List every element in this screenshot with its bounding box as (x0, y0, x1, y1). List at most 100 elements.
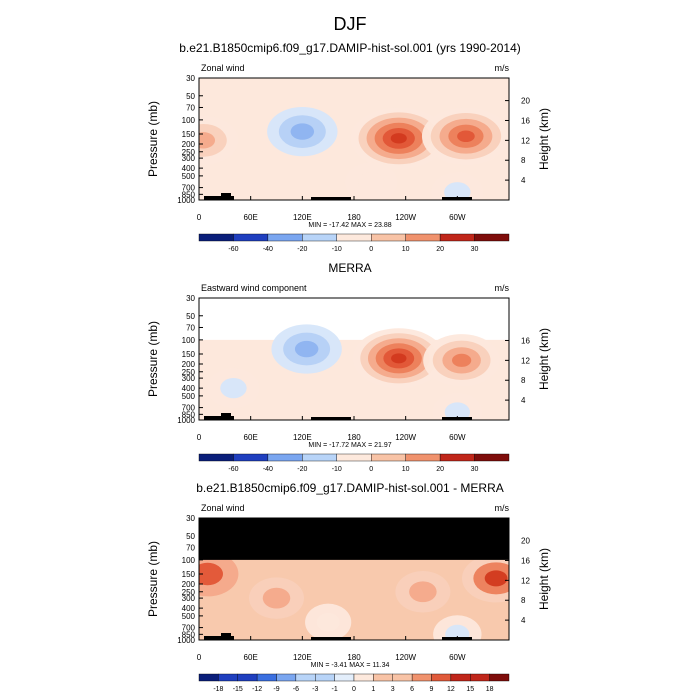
topography (204, 636, 234, 640)
colorbar-label: 12 (447, 686, 455, 693)
panel-title: b.e21.B1850cmip6.f09_g17.DAMIP-hist-sol.… (196, 481, 503, 495)
chart-panel-1: b.e21.B1850cmip6.f09_g17.DAMIP-hist-sol.… (146, 41, 551, 253)
colorbar-segment (371, 453, 406, 462)
y-axis-label: Pressure (mb) (146, 101, 160, 177)
colorbar-label: -40 (263, 466, 273, 473)
stats-text: MIN = -3.41 MAX = 11.34 (311, 662, 390, 669)
topography (221, 413, 231, 420)
x-tick-label: 120E (293, 213, 312, 222)
colorbar-segment (353, 673, 374, 682)
y-tick-label: 500 (182, 172, 196, 181)
topography (221, 633, 231, 640)
y-axis-label-right: Height (km) (537, 548, 551, 610)
topography (204, 196, 234, 200)
contour-feature-3 (409, 581, 437, 603)
panel-units: m/s (495, 63, 510, 73)
colorbar-label: -20 (297, 246, 307, 253)
colorbar-label: 30 (471, 246, 479, 253)
panel-units: m/s (495, 503, 510, 513)
x-tick-label: 180 (347, 653, 361, 662)
x-tick-label: 180 (347, 213, 361, 222)
field-layer (199, 78, 509, 200)
x-tick-label: 60W (449, 433, 466, 442)
colorbar-label: 0 (352, 686, 356, 693)
height-tick-label: 12 (521, 356, 530, 365)
colorbar-segment (431, 673, 452, 682)
colorbar-label: -40 (263, 246, 273, 253)
colorbar-label: 9 (430, 686, 434, 693)
x-tick-label: 120W (395, 213, 416, 222)
contour-feature-1 (391, 353, 407, 364)
y-tick-label: 1000 (177, 636, 195, 645)
contour-feature-4 (444, 402, 470, 420)
colorbar-label: -15 (233, 686, 243, 693)
topography (311, 417, 351, 420)
panel-left-label: Zonal wind (201, 503, 245, 513)
contour-feature-0 (294, 340, 319, 358)
y-tick-label: 700 (182, 404, 196, 413)
y-tick-label: 850 (182, 630, 196, 639)
height-tick-label: 8 (521, 596, 526, 605)
topography (311, 197, 351, 200)
colorbar-label: -10 (332, 246, 342, 253)
contour-feature-4 (316, 612, 340, 632)
stats-text: MIN = -17.42 MAX = 23.88 (308, 222, 391, 229)
y-tick-label: 400 (182, 384, 196, 393)
colorbar-label: -3 (312, 686, 318, 693)
height-tick-label: 4 (521, 396, 526, 405)
colorbar-segment (256, 673, 277, 682)
colorbar-label: 20 (436, 466, 444, 473)
colorbar-label: -60 (228, 466, 238, 473)
colorbar-segment (474, 233, 510, 242)
y-tick-label: 100 (182, 336, 196, 345)
y-tick-label: 1000 (177, 196, 195, 205)
colorbar-segment (405, 453, 441, 462)
panel-title: MERRA (328, 261, 371, 275)
colorbar-segment (302, 233, 337, 242)
contour-feature-0 (290, 123, 315, 140)
colorbar-segment (198, 673, 219, 682)
topography (311, 637, 351, 640)
y-tick-label: 500 (182, 612, 196, 621)
colorbar-segment (371, 233, 406, 242)
panel-title: b.e21.B1850cmip6.f09_g17.DAMIP-hist-sol.… (179, 41, 521, 55)
height-tick-label: 16 (521, 116, 530, 125)
y-tick-label: 700 (182, 184, 196, 193)
y-tick-label: 300 (182, 154, 196, 163)
contour-feature-5 (445, 624, 470, 640)
y-tick-label: 250 (182, 368, 196, 377)
y-tick-label: 700 (182, 624, 196, 633)
y-axis-label-right: Height (km) (537, 108, 551, 170)
x-tick-label: 0 (197, 433, 202, 442)
colorbar-label: 1 (371, 686, 375, 693)
x-tick-label: 120E (293, 653, 312, 662)
colorbar-label: 10 (402, 246, 410, 253)
contour-feature-2 (452, 353, 472, 367)
colorbar-segment (474, 453, 510, 462)
x-tick-label: 0 (197, 653, 202, 662)
y-tick-label: 300 (182, 374, 196, 383)
contour-feature-2 (457, 130, 475, 143)
colorbar-label: 0 (369, 466, 373, 473)
colorbar-segment (233, 233, 269, 242)
y-axis-label: Pressure (mb) (146, 541, 160, 617)
colorbar-segment (439, 453, 475, 462)
topography (204, 416, 234, 420)
y-tick-label: 400 (182, 604, 196, 613)
colorbar-label: 30 (471, 466, 479, 473)
colorbar-label: -9 (273, 686, 279, 693)
y-tick-label: 50 (186, 532, 195, 541)
x-tick-label: 60E (244, 433, 258, 442)
colorbar-segment (470, 673, 490, 682)
field-layer (199, 518, 509, 640)
colorbar-label: 3 (391, 686, 395, 693)
contour-feature-1 (390, 133, 407, 144)
panel-units: m/s (495, 283, 510, 293)
colorbar-label: -6 (293, 686, 299, 693)
y-tick-label: 200 (182, 360, 196, 369)
y-tick-label: 150 (182, 130, 196, 139)
y-tick-label: 250 (182, 588, 196, 597)
height-tick-label: 16 (521, 336, 530, 345)
y-tick-label: 250 (182, 148, 196, 157)
